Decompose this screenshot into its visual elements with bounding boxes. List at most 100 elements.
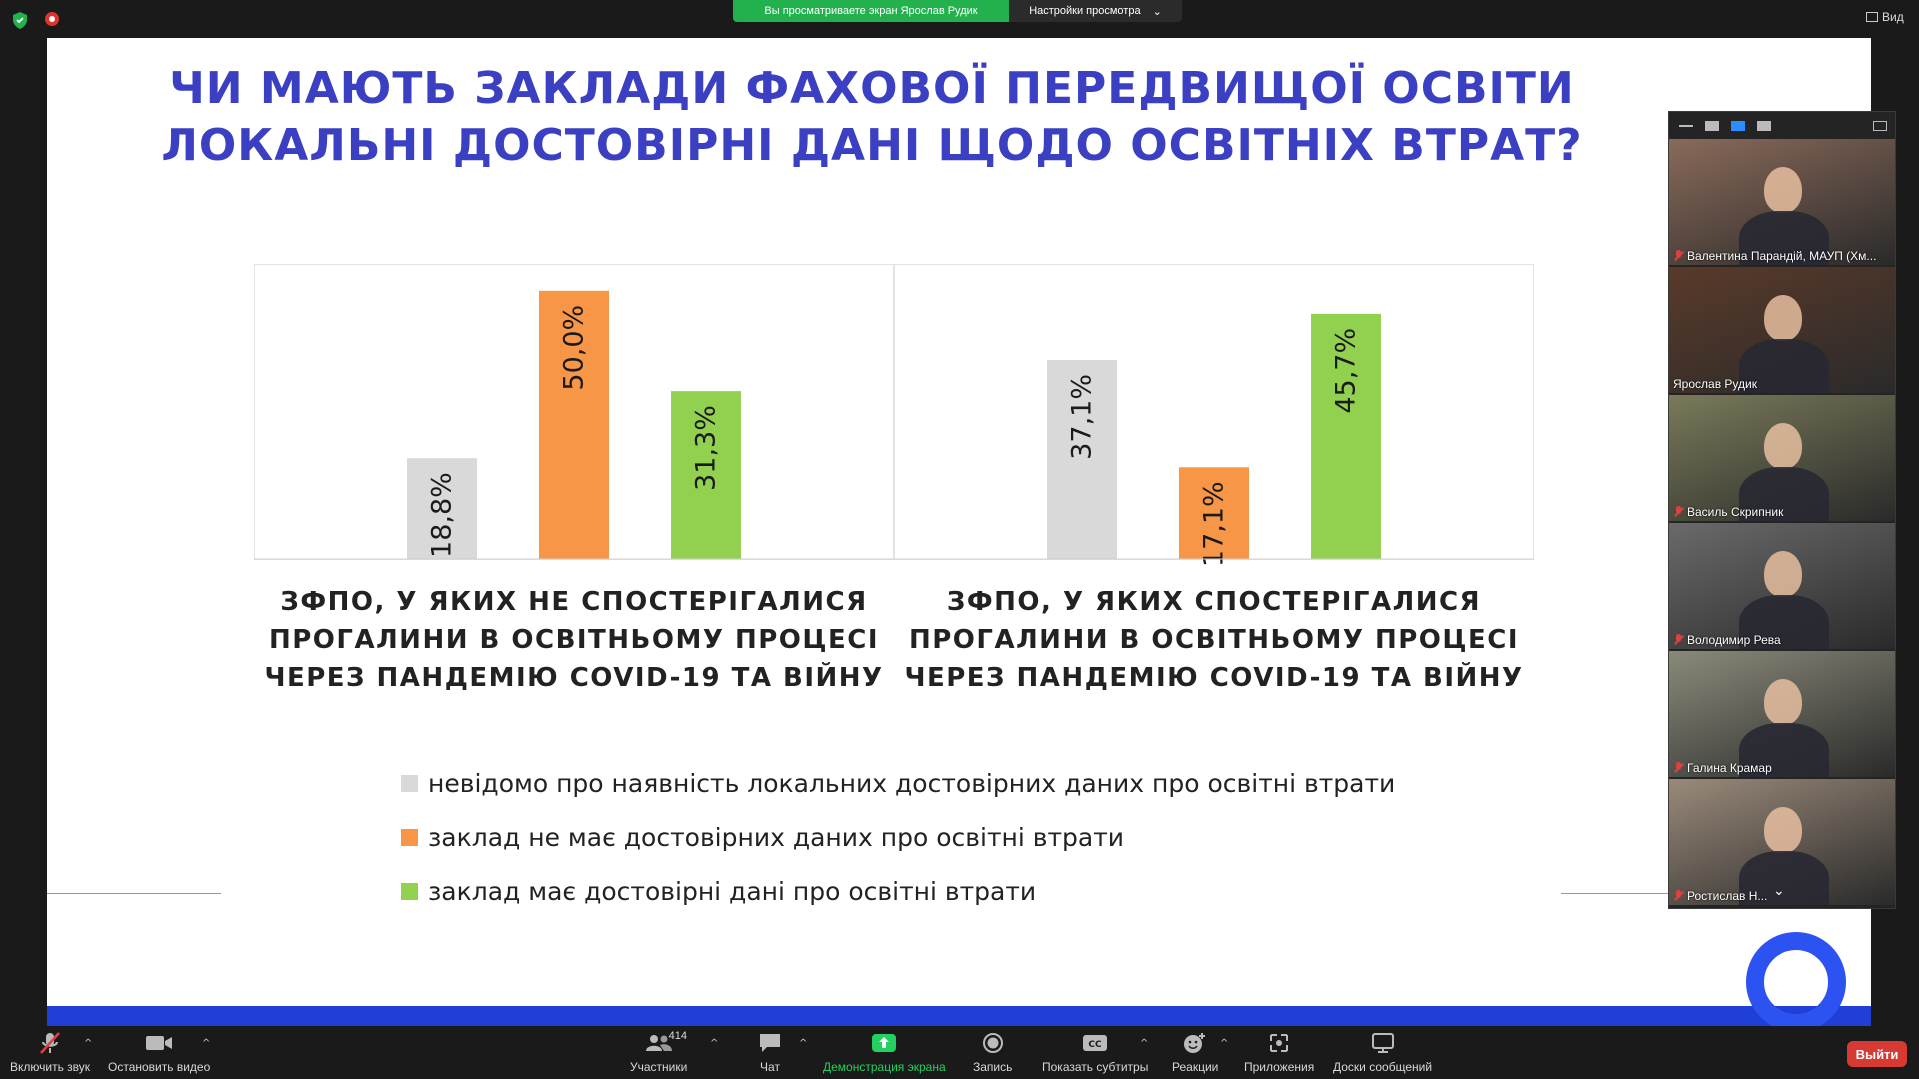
participants-options-caret-icon[interactable]: ^ [710,1038,719,1049]
top-bar: Вы просматриваете экран Ярослав Рудик На… [0,0,1919,38]
view-settings-label: Настройки просмотра [1029,5,1141,17]
participant-silhouette [1739,595,1829,649]
mic-muted-icon [1673,250,1683,262]
participants-icon: 414 [645,1030,687,1056]
shield-icon[interactable] [12,12,28,29]
divider [47,893,221,894]
whiteboards-label: Доски сообщений [1333,1060,1433,1074]
captions-options-caret-icon[interactable]: ^ [1140,1038,1149,1049]
participant-tile[interactable]: Ярослав Рудик [1669,267,1895,393]
record-button[interactable]: Запись [973,1030,1012,1074]
bar-data-label: 45,7% [1331,328,1362,414]
participant-silhouette [1739,467,1829,521]
bar-data-label: 50,0% [559,305,590,391]
participant-name-text: Галина Крамар [1687,761,1772,775]
legend-swatch [401,882,418,900]
bar-data-label: 31,3% [691,405,722,491]
participant-tile[interactable]: Ростислав Н... ⌄ [1669,779,1895,905]
chat-button[interactable]: Чат [758,1030,782,1074]
caption-2-line: ЗФПО, У ЯКИХ СПОСТЕРІГАЛИСЯ [946,587,1482,617]
participants-label: Участники [630,1060,688,1074]
closed-captions-icon: CC [1082,1030,1108,1056]
participant-name: Володимир Рева [1673,633,1891,647]
participant-tile[interactable]: Василь Скрипник [1669,395,1895,521]
whiteboard-icon [1371,1030,1395,1056]
stop-video-button[interactable]: Остановить видео [108,1030,210,1074]
reactions-label: Реакции [1172,1060,1219,1074]
chat-bubble-icon [758,1030,782,1056]
participants-button[interactable]: 414 Участники [630,1030,687,1074]
reactions-options-caret-icon[interactable]: ^ [1220,1038,1229,1049]
video-options-caret-icon[interactable]: ^ [202,1038,211,1049]
record-icon [982,1030,1004,1056]
participant-video-icon [1764,167,1802,213]
chart-bar [1311,313,1381,559]
caption-1-line: ЗФПО, У ЯКИХ НЕ СПОСТЕРІГАЛИСЯ [280,587,868,617]
unmute-label: Включить звук [10,1060,91,1074]
participant-tile[interactable]: Володимир Рева [1669,523,1895,649]
legend-label: заклад має достовірні дані про освітні в… [428,876,1037,906]
caption-2-line: ПРОГАЛИНИ В ОСВІТНЬОМУ ПРОЦЕСІ [908,625,1520,655]
video-camera-icon [145,1030,173,1056]
participant-silhouette [1739,339,1829,393]
participant-tile[interactable]: Галина Крамар [1669,651,1895,777]
apps-label: Приложения [1244,1060,1315,1074]
participant-video-icon [1764,551,1802,597]
view-settings-button[interactable]: Настройки просмотра ⌄ [1009,0,1182,22]
participant-silhouette [1739,723,1829,777]
gallery-view-icon[interactable] [1757,120,1771,131]
unmute-button[interactable]: Включить звук [10,1030,90,1074]
mic-muted-icon [1673,506,1683,518]
zoom-loading-ring-icon [1746,932,1846,1032]
participant-video-icon [1764,807,1802,853]
slide-bottom-bar [47,1006,1871,1026]
participant-tile[interactable]: Валентина Парандій, МАУП (Хм... [1669,139,1895,265]
strip-view-icon[interactable] [1731,120,1745,131]
apps-button[interactable]: Приложения [1244,1030,1314,1074]
speaker-view-icon[interactable] [1705,120,1719,131]
participant-name: Галина Крамар [1673,761,1891,775]
legend-item-has-data: заклад має достовірні дані про освітні в… [401,864,1395,918]
leave-meeting-button[interactable]: Выйти [1847,1041,1907,1067]
mic-muted-icon [1673,634,1683,646]
legend-item-unknown: невідомо про наявність локальних достові… [401,756,1395,810]
share-banner: Вы просматриваете экран Ярослав Рудик На… [733,0,1182,22]
whiteboards-button[interactable]: Доски сообщений [1333,1030,1432,1074]
view-label: Вид [1882,10,1904,24]
reactions-button[interactable]: Реакции [1172,1030,1218,1074]
gallery-header [1669,112,1895,139]
chat-options-caret-icon[interactable]: ^ [799,1038,808,1049]
participant-gallery: Валентина Парандій, МАУП (Хм... Ярослав Р… [1668,111,1896,909]
chart-legend: невідомо про наявність локальних достові… [401,756,1395,918]
captions-label: Показать субтитры [1042,1060,1149,1074]
bar-data-label: 17,1% [1199,481,1230,567]
audio-options-caret-icon[interactable]: ^ [84,1038,93,1049]
apps-icon [1268,1030,1290,1056]
grid-icon [1866,12,1878,22]
view-button[interactable]: Вид [1866,10,1904,24]
chart-bar [1179,467,1249,559]
chart-bar [539,290,609,559]
pop-out-icon[interactable] [1873,120,1887,131]
participant-name: Ростислав Н... [1673,889,1891,903]
minimize-icon[interactable] [1679,124,1693,127]
participant-video-icon [1764,423,1802,469]
share-screen-button[interactable]: Демонстрация экрана [823,1030,946,1074]
chevron-down-icon[interactable]: ⌄ [1773,883,1785,899]
bar-chart: 18,8% 50,0% 31,3% 37,1% 17,1% 45,7% [254,264,1534,567]
slide-title-line1: ЧИ МАЮТЬ ЗАКЛАДИ ФАХОВОЇ ПЕРЕДВИЩОЇ ОСВІ… [169,63,1575,114]
participant-video-icon [1764,679,1802,725]
mic-muted-icon [39,1030,61,1056]
mic-muted-icon [1673,762,1683,774]
smiley-plus-icon [1183,1030,1207,1056]
chart-caption-2: ЗФПО, У ЯКИХ СПОСТЕРІГАЛИСЯ ПРОГАЛИНИ В … [904,583,1524,697]
recording-icon[interactable] [45,12,59,26]
captions-button[interactable]: CC Показать субтитры [1042,1030,1148,1074]
participant-silhouette [1739,211,1829,265]
svg-text:CC: CC [1089,1040,1103,1050]
share-screen-label: Демонстрация экрана [823,1060,946,1074]
bar-data-label: 18,8% [427,472,458,558]
legend-swatch [401,828,418,846]
participant-name-text: Володимир Рева [1687,633,1781,647]
participant-name: Василь Скрипник [1673,505,1891,519]
